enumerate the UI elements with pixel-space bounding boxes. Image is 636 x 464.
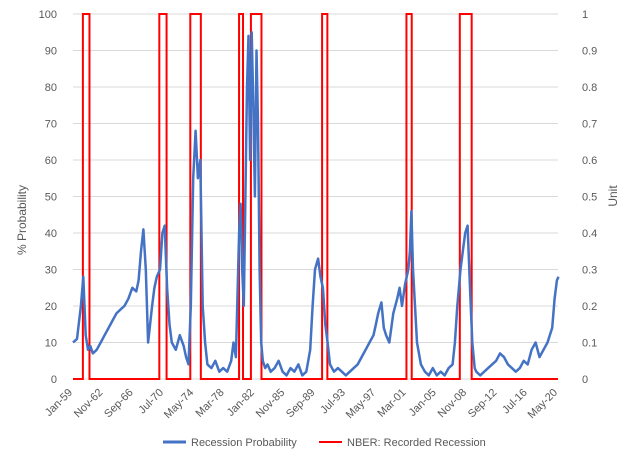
x-tick-label: Nov-62: [72, 387, 106, 421]
y-axis-right-ticks: 0 0.1 0.2 0.3 0.4 0.5 0.6 0.7 0.8 0.9 1: [582, 9, 597, 386]
y-right-tick-label: 1: [582, 9, 588, 21]
y-axis-right-title: Unit: [606, 185, 620, 207]
x-tick-label: Jan-82: [225, 387, 257, 419]
y-left-tick-label: 100: [39, 9, 57, 21]
x-tick-label: May-97: [344, 387, 378, 421]
y-axis-left-ticks: 0 10 20 30 40 50 60 70 80 90 100: [39, 9, 57, 386]
x-tick-label: Jan-59: [43, 387, 75, 419]
y-left-tick-label: 0: [51, 374, 57, 386]
y-left-tick-label: 80: [45, 82, 57, 94]
y-right-tick-label: 0.9: [582, 46, 597, 58]
x-tick-label: Mar-01: [375, 387, 408, 420]
y-right-tick-label: 0.6: [582, 155, 597, 167]
y-right-tick-label: 0.1: [582, 338, 597, 350]
series-recession-probability-line: [72, 31, 560, 377]
y-left-tick-label: 50: [45, 192, 57, 204]
y-left-tick-label: 30: [45, 265, 57, 277]
y-left-tick-label: 10: [45, 338, 57, 350]
series-nber-recession-line: [73, 13, 558, 380]
legend-label-recession-probability: Recession Probability: [191, 437, 297, 449]
x-tick-label: Nov-08: [436, 387, 470, 421]
x-tick-label: Jan-05: [407, 387, 439, 419]
y-axis-left-title: % Probability: [15, 185, 29, 255]
x-tick-label: Sep-66: [102, 387, 136, 421]
x-tick-label: Nov-85: [254, 387, 288, 421]
gridlines: [73, 13, 558, 380]
y-left-tick-label: 60: [45, 155, 57, 167]
x-tick-label: Sep-12: [466, 387, 500, 421]
x-tick-label: Mar-78: [194, 387, 227, 420]
y-left-tick-label: 70: [45, 119, 57, 131]
y-right-tick-label: 0.7: [582, 119, 597, 131]
x-tick-label: May-20: [526, 387, 560, 421]
legend-label-nber: NBER: Recorded Recession: [347, 437, 486, 449]
series-layer: [72, 13, 560, 380]
y-right-tick-label: 0: [582, 374, 588, 386]
legend: Recession Probability NBER: Recorded Rec…: [163, 437, 486, 449]
y-left-tick-label: 20: [45, 301, 57, 313]
y-left-tick-label: 40: [45, 228, 57, 240]
y-right-tick-label: 0.4: [582, 228, 597, 240]
x-tick-label: Sep-89: [284, 387, 318, 421]
y-left-tick-label: 90: [45, 46, 57, 58]
y-right-tick-label: 0.5: [582, 192, 597, 204]
x-tick-label: May-74: [162, 387, 196, 421]
y-right-tick-label: 0.8: [582, 82, 597, 94]
y-right-tick-label: 0.3: [582, 265, 597, 277]
y-right-tick-label: 0.2: [582, 301, 597, 313]
